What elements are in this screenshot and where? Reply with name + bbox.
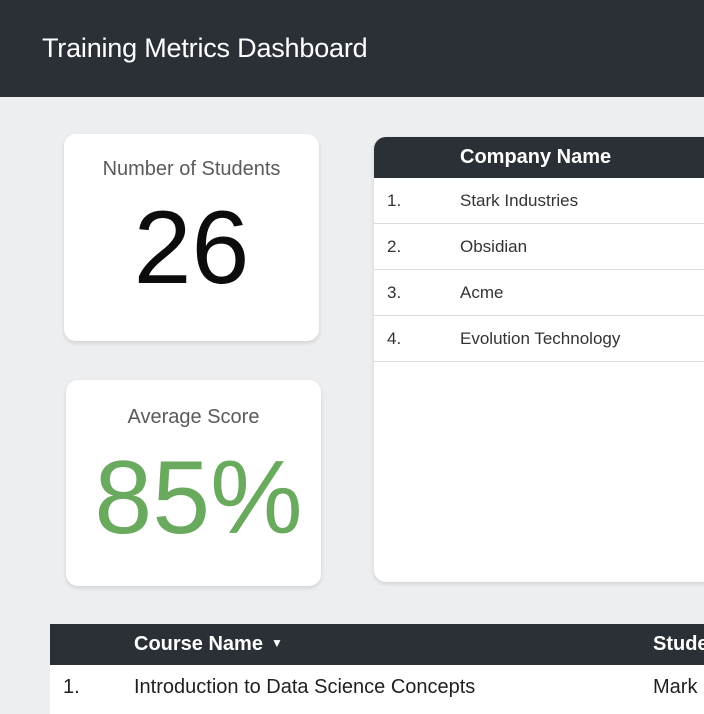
caret-down-icon[interactable]: ▼ (270, 636, 283, 650)
row-index: 1. (63, 676, 80, 698)
company-name-cell: Acme (460, 283, 504, 302)
app-header: Training Metrics Dashboard (0, 0, 704, 97)
company-name-cell: Obsidian (460, 237, 528, 256)
company-name-cell: Evolution Technology (460, 329, 621, 348)
student-name-cell: Mark (653, 676, 698, 698)
course-name-column-label: Course Name (134, 633, 263, 655)
student-column-header[interactable]: Stude (653, 633, 704, 655)
table-row[interactable]: 2. Obsidian (374, 224, 704, 270)
course-table: Course Name ▼ Stude 1. Introduction to Da… (50, 624, 704, 714)
students-kpi-value: 26 (133, 190, 250, 306)
row-index: 2. (387, 237, 402, 256)
company-table: Company Name 1. Stark Industries 2. Obsi… (374, 137, 704, 582)
course-table-header: Course Name ▼ Stude (50, 624, 704, 665)
table-row[interactable]: 4. Evolution Technology (374, 316, 704, 362)
row-index: 1. (387, 191, 402, 210)
course-name-cell: Introduction to Data Science Concepts (134, 676, 476, 698)
students-kpi-card: Number of Students 26 (64, 134, 319, 341)
company-table-header: Company Name (374, 137, 704, 178)
company-name-cell: Stark Industries (460, 191, 579, 210)
students-kpi-label: Number of Students (102, 158, 281, 180)
average-score-kpi-label: Average Score (127, 406, 260, 428)
table-row[interactable]: 1. Introduction to Data Science Concepts… (50, 665, 704, 709)
table-row[interactable]: 3. Acme (374, 270, 704, 316)
row-index: 4. (387, 329, 402, 348)
company-name-column-header[interactable]: Company Name (460, 146, 612, 168)
course-name-column-header[interactable]: Course Name ▼ (134, 633, 283, 656)
average-score-kpi-card: Average Score 85% (66, 380, 321, 586)
average-score-kpi-value: 85% (94, 440, 303, 556)
row-index: 3. (387, 283, 402, 302)
page-title: Training Metrics Dashboard (42, 33, 368, 63)
table-row[interactable]: 1. Stark Industries (374, 178, 704, 224)
